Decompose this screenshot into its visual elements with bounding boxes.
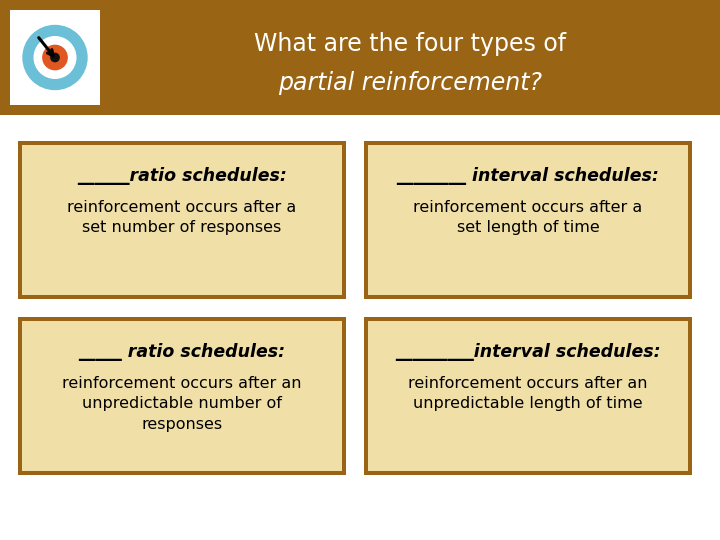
FancyBboxPatch shape [0, 0, 720, 115]
FancyBboxPatch shape [364, 141, 692, 299]
Circle shape [43, 45, 67, 70]
FancyBboxPatch shape [22, 145, 342, 295]
Text: reinforcement occurs after a
set length of time: reinforcement occurs after a set length … [413, 200, 643, 235]
Text: ________ interval schedules:: ________ interval schedules: [397, 167, 660, 185]
Text: reinforcement occurs after an
unpredictable length of time: reinforcement occurs after an unpredicta… [408, 376, 648, 411]
Text: reinforcement occurs after an
unpredictable number of
responses: reinforcement occurs after an unpredicta… [62, 376, 302, 432]
Text: _____ ratio schedules:: _____ ratio schedules: [78, 343, 286, 361]
Text: What are the four types of: What are the four types of [254, 32, 566, 56]
FancyBboxPatch shape [368, 145, 688, 295]
FancyBboxPatch shape [18, 141, 346, 299]
FancyBboxPatch shape [10, 10, 100, 105]
FancyBboxPatch shape [368, 321, 688, 471]
Text: partial reinforcement?: partial reinforcement? [278, 71, 542, 95]
Text: reinforcement occurs after a
set number of responses: reinforcement occurs after a set number … [68, 200, 297, 235]
Circle shape [35, 37, 76, 78]
FancyBboxPatch shape [18, 317, 346, 475]
Circle shape [51, 53, 59, 62]
FancyBboxPatch shape [364, 317, 692, 475]
Text: ______ratio schedules:: ______ratio schedules: [77, 167, 287, 185]
Text: _________interval schedules:: _________interval schedules: [395, 343, 661, 361]
FancyBboxPatch shape [22, 321, 342, 471]
Circle shape [23, 25, 87, 90]
